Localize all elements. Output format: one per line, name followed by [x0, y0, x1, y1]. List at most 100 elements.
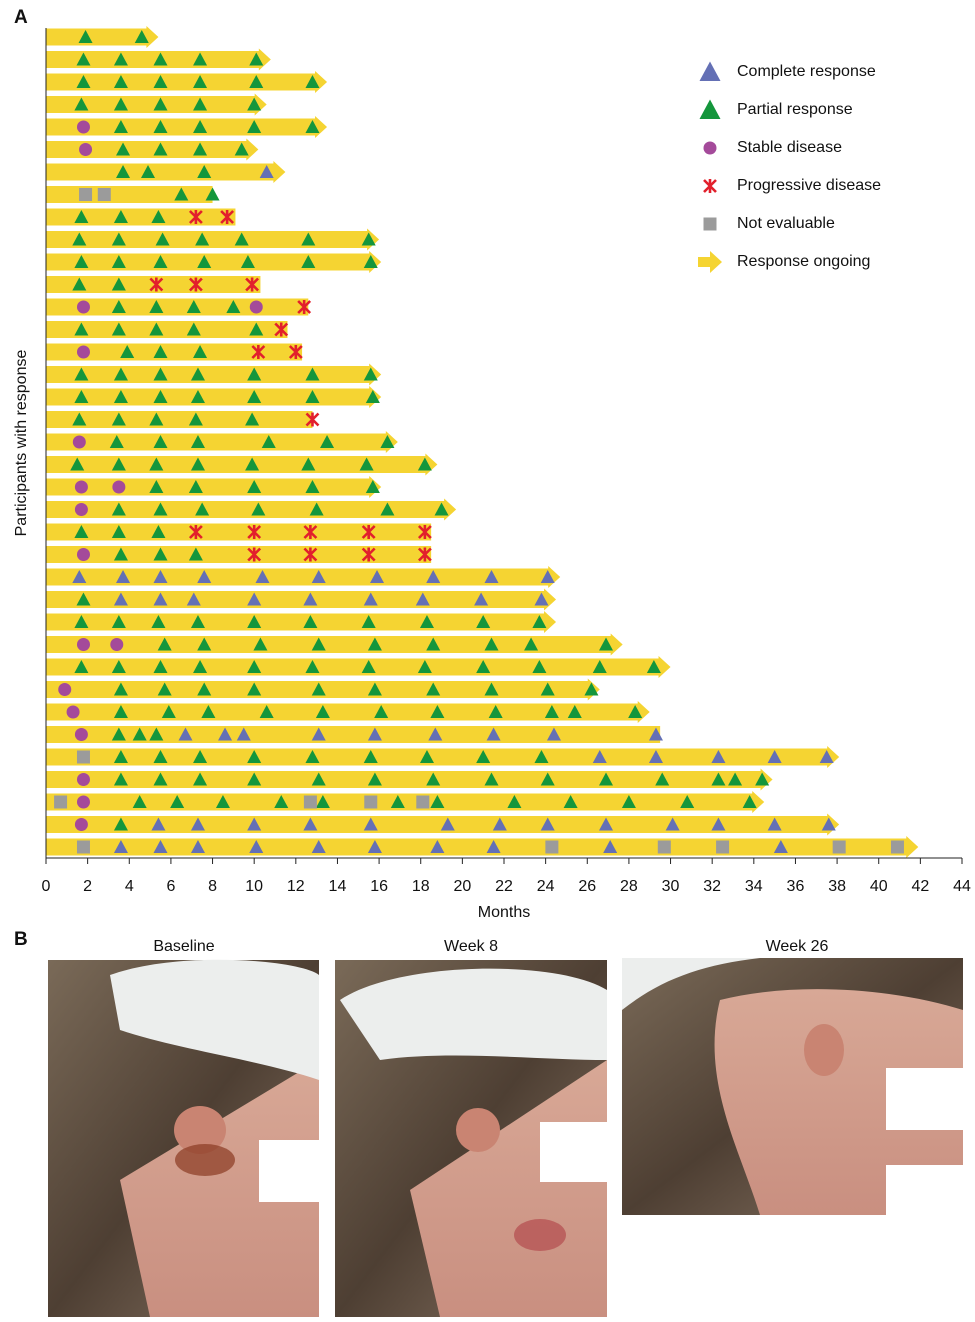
event-marker	[592, 660, 607, 673]
event-marker	[74, 525, 89, 538]
event-marker	[665, 817, 680, 831]
event-marker	[197, 682, 212, 696]
event-marker	[66, 705, 80, 719]
event-marker	[680, 795, 695, 808]
event-marker	[149, 457, 164, 471]
event-marker	[76, 75, 91, 88]
event-marker	[363, 367, 378, 381]
event-marker	[311, 727, 326, 741]
response-bar	[46, 746, 840, 768]
event-marker	[532, 615, 547, 628]
event-marker	[153, 255, 168, 268]
event-marker	[72, 412, 87, 426]
response-bar	[46, 411, 313, 428]
event-marker	[134, 30, 149, 43]
event-marker	[534, 592, 549, 606]
event-marker	[274, 322, 289, 337]
event-marker	[365, 390, 380, 403]
event-marker	[74, 210, 89, 223]
event-marker	[193, 142, 208, 156]
event-marker	[193, 52, 208, 66]
event-marker	[247, 390, 262, 403]
event-marker	[305, 120, 320, 133]
event-marker	[153, 547, 168, 561]
event-marker	[153, 840, 168, 853]
event-marker	[540, 817, 555, 831]
event-marker	[113, 592, 128, 606]
event-marker	[174, 187, 189, 201]
event-marker	[113, 547, 128, 561]
event-marker	[78, 30, 93, 43]
event-marker	[247, 547, 262, 562]
event-marker	[149, 300, 164, 313]
event-marker	[116, 165, 131, 178]
event-marker	[628, 705, 643, 718]
event-marker	[188, 480, 203, 493]
legend-marker	[703, 179, 717, 193]
event-marker	[193, 75, 208, 88]
event-marker	[545, 840, 559, 854]
event-marker	[188, 210, 203, 224]
event-marker	[193, 750, 208, 763]
event-marker	[592, 750, 607, 763]
event-marker	[193, 120, 208, 133]
event-marker	[151, 525, 166, 538]
event-marker	[305, 367, 320, 381]
y-axis-label: Participants with response	[13, 350, 30, 537]
event-marker	[72, 570, 87, 583]
event-marker	[153, 345, 168, 358]
event-marker	[426, 772, 441, 786]
response-bar	[46, 208, 236, 226]
event-marker	[417, 525, 432, 539]
event-marker	[74, 480, 88, 494]
event-marker	[540, 772, 555, 786]
event-marker	[819, 750, 834, 763]
event-marker	[113, 120, 128, 133]
event-marker	[367, 727, 382, 741]
event-marker	[79, 143, 93, 156]
event-marker	[193, 345, 208, 358]
response-bar	[46, 678, 600, 701]
panel-label: A	[14, 7, 28, 28]
event-marker	[249, 322, 264, 336]
event-marker	[507, 795, 522, 808]
event-marker	[97, 188, 111, 201]
event-marker	[430, 840, 445, 853]
event-marker	[247, 750, 262, 763]
event-marker	[249, 52, 264, 66]
event-marker	[524, 637, 539, 651]
event-marker	[247, 682, 262, 696]
event-marker	[247, 615, 262, 628]
legend-marker	[699, 99, 721, 119]
event-marker	[255, 570, 270, 583]
event-marker	[251, 502, 266, 516]
event-marker	[648, 727, 663, 741]
event-marker	[186, 592, 201, 606]
event-marker	[74, 390, 89, 403]
event-marker	[540, 570, 555, 583]
event-marker	[305, 480, 320, 493]
event-marker	[190, 817, 205, 831]
event-marker	[309, 502, 324, 516]
event-marker	[153, 435, 168, 448]
event-marker	[380, 502, 395, 516]
event-marker	[113, 682, 128, 696]
plot-area: 0 2 4 6 8 10 12 14 16 18 20 22 24 26 28 30 32 34 36 38 40 42 4…	[42, 26, 971, 895]
event-marker	[305, 750, 320, 763]
event-marker	[544, 705, 559, 718]
event-marker	[72, 277, 87, 291]
event-marker	[186, 322, 201, 336]
legend-marker	[703, 141, 717, 155]
photo-week-8	[335, 960, 607, 1317]
event-marker	[218, 727, 233, 741]
event-marker	[367, 772, 382, 786]
event-marker	[567, 705, 582, 718]
x-tick-label: 18	[412, 878, 430, 895]
event-marker	[367, 840, 382, 853]
event-marker	[113, 97, 128, 111]
response-bar	[46, 633, 623, 656]
response-bar	[46, 363, 382, 386]
response-bar	[46, 768, 773, 791]
event-marker	[301, 255, 316, 268]
